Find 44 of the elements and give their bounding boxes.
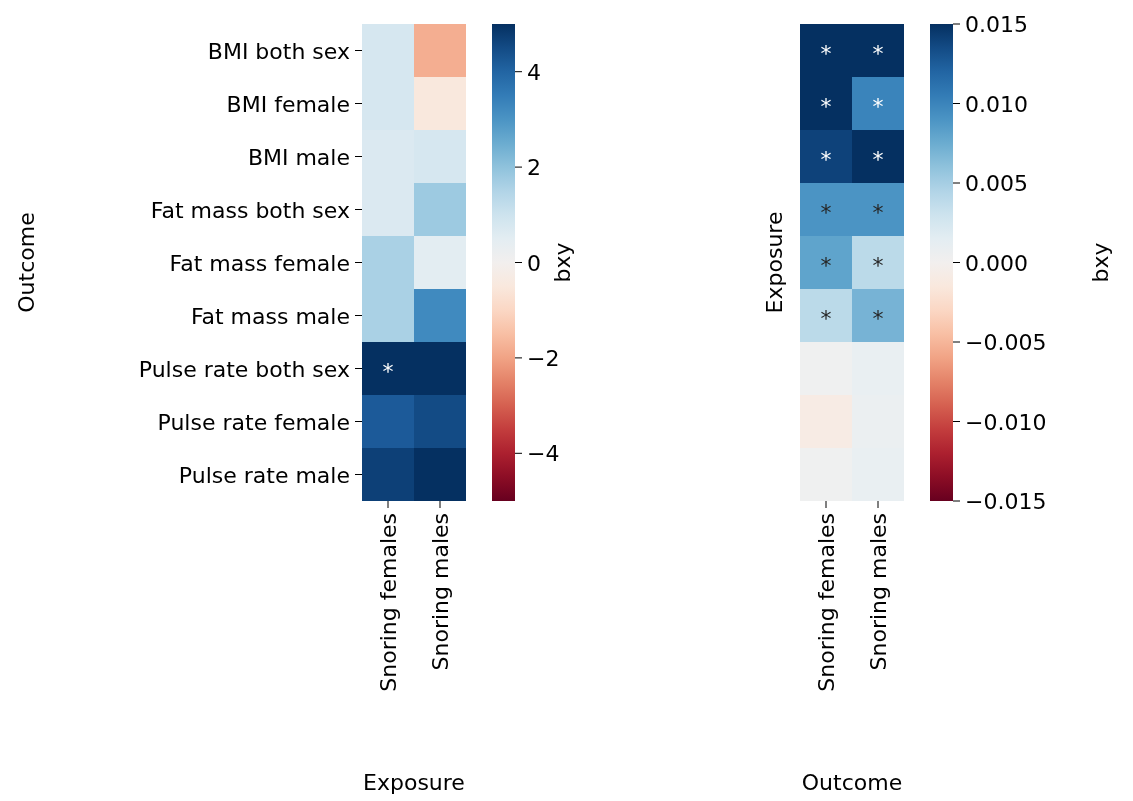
data-label: * [820, 305, 832, 331]
x-tick-label: Snoring males [428, 513, 453, 671]
x-tick-label: Snoring females [814, 513, 839, 692]
data-label: * [872, 93, 884, 119]
y-tick-label: Fat mass male [190, 303, 350, 329]
color-bar-label: 0.010 [965, 91, 1028, 117]
y-axis-title: Exposure [762, 211, 787, 314]
data-label: * [820, 40, 832, 66]
data-label: * [872, 40, 884, 66]
y-tick-label: Fat mass both sex [150, 197, 350, 223]
color-bar-label: 4 [527, 59, 541, 85]
color-bar-label: −0.010 [965, 409, 1047, 435]
data-label: * [872, 305, 884, 331]
color-bar-label: −0.005 [965, 330, 1047, 355]
color-bar-label: 2 [527, 155, 541, 181]
color-bar-label: 0 [527, 250, 541, 276]
y-tick-label: Pulse rate both sex [138, 356, 350, 382]
color-bar-title: bxy [1088, 242, 1113, 283]
x-tick-label: Snoring females [376, 513, 401, 692]
data-label: * [820, 146, 832, 172]
x-axis-title: Exposure [363, 770, 465, 795]
color-bar-label: 0.000 [965, 250, 1028, 276]
data-label: * [382, 358, 394, 384]
color-bar-label: 0.005 [965, 171, 1028, 196]
color-bar-label: 0.015 [965, 12, 1028, 37]
y-tick-label: Fat mass female [169, 250, 350, 276]
color-bar-label: −0.015 [965, 489, 1047, 514]
y-tick-label: Pulse rate female [157, 409, 350, 435]
x-axis-title: Outcome [801, 770, 903, 795]
data-label: * [872, 146, 884, 172]
data-label: * [872, 199, 884, 225]
y-tick-label: BMI female [226, 91, 350, 117]
color-bar-label: −4 [527, 441, 560, 467]
y-tick-label: BMI male [247, 144, 350, 170]
x-tick-label: Snoring males [866, 513, 891, 671]
data-label: * [820, 199, 832, 225]
data-label: * [820, 252, 832, 278]
y-tick-label: BMI both sex [207, 38, 350, 64]
y-tick-label: Pulse rate male [178, 462, 350, 488]
color-bar-label: −2 [527, 345, 560, 371]
data-label: * [872, 252, 884, 278]
data-label: * [820, 93, 832, 119]
color-bar-title: bxy [550, 242, 575, 283]
y-axis-title: Outcome [14, 212, 39, 313]
